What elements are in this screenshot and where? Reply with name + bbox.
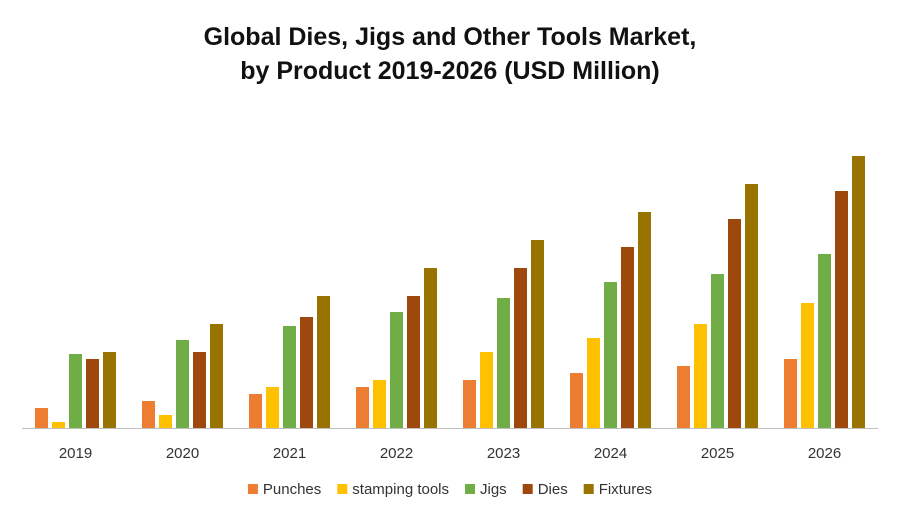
legend: Punches stamping tools Jigs Dies Fixtures [247,481,652,498]
legend-item-dies: Dies [522,481,568,498]
bar-dies-2019 [86,359,99,428]
bar-punches-2019 [35,408,48,428]
bar-stamping-tools-2026 [801,303,814,428]
bar-fixtures-2020 [210,324,223,428]
legend-label: Punches [263,481,321,498]
legend-swatch [465,484,475,494]
legend-label: Jigs [480,481,507,498]
x-tick-label: 2025 [701,445,734,462]
x-tick-labels: 2019 2020 2021 2022 2023 2024 2025 2026 [59,445,841,462]
bar-punches-2023 [463,380,476,428]
bar-stamping-tools-2025 [694,324,707,428]
bar-jigs-2026 [818,254,831,428]
legend-swatch [247,484,258,494]
legend-swatch [337,484,348,494]
bar-jigs-2019 [69,354,82,428]
x-tick-label: 2022 [380,445,413,462]
legend-label: Dies [538,481,568,498]
bar-punches-2024 [570,373,583,428]
bar-stamping-tools-2022 [373,380,386,428]
bar-group [35,156,865,428]
bar-jigs-2021 [283,326,296,428]
chart-title-line-1: Global Dies, Jigs and Other Tools Market… [203,23,697,51]
legend-item-stamping-tools: stamping tools [337,481,449,498]
chart-title: Global Dies, Jigs and Other Tools Market… [0,20,900,88]
bar-dies-2025 [728,219,741,428]
bar-fixtures-2025 [745,184,758,428]
legend-label: stamping tools [352,481,449,498]
chart-title-line-2: by Product 2019-2026 (USD Million) [240,57,660,85]
bar-punches-2020 [142,401,155,428]
bar-stamping-tools-2023 [480,352,493,428]
legend-label: Fixtures [599,481,652,498]
bar-dies-2023 [514,268,527,428]
bar-fixtures-2022 [424,268,437,428]
bar-jigs-2020 [176,340,189,428]
bar-dies-2020 [193,352,206,428]
bar-fixtures-2019 [103,352,116,428]
bar-dies-2021 [300,317,313,428]
bar-dies-2022 [407,296,420,428]
x-tick-label: 2023 [487,445,520,462]
legend-item-punches: Punches [247,481,321,498]
x-tick-label: 2026 [808,445,841,462]
bar-fixtures-2021 [317,296,330,428]
bar-stamping-tools-2019 [52,422,65,428]
bar-stamping-tools-2021 [266,387,279,428]
x-tick-label: 2019 [59,445,92,462]
bar-jigs-2023 [497,298,510,428]
bar-punches-2026 [784,359,797,428]
bar-jigs-2022 [390,312,403,428]
bar-jigs-2025 [711,274,724,428]
x-tick-label: 2021 [273,445,306,462]
legend-swatch [583,484,594,494]
x-tick-label: 2020 [166,445,199,462]
legend-item-jigs: Jigs [465,481,507,498]
bar-punches-2021 [249,394,262,428]
bar-punches-2022 [356,387,369,428]
bar-fixtures-2026 [852,156,865,428]
bar-fixtures-2024 [638,212,651,428]
bar-stamping-tools-2024 [587,338,600,428]
bar-stamping-tools-2020 [159,415,172,428]
bar-jigs-2024 [604,282,617,428]
legend-swatch [522,484,533,494]
bar-fixtures-2023 [531,240,544,428]
bar-dies-2024 [621,247,634,428]
x-tick-label: 2024 [594,445,627,462]
legend-item-fixtures: Fixtures [583,481,652,498]
bar-dies-2026 [835,191,848,428]
bar-punches-2025 [677,366,690,428]
